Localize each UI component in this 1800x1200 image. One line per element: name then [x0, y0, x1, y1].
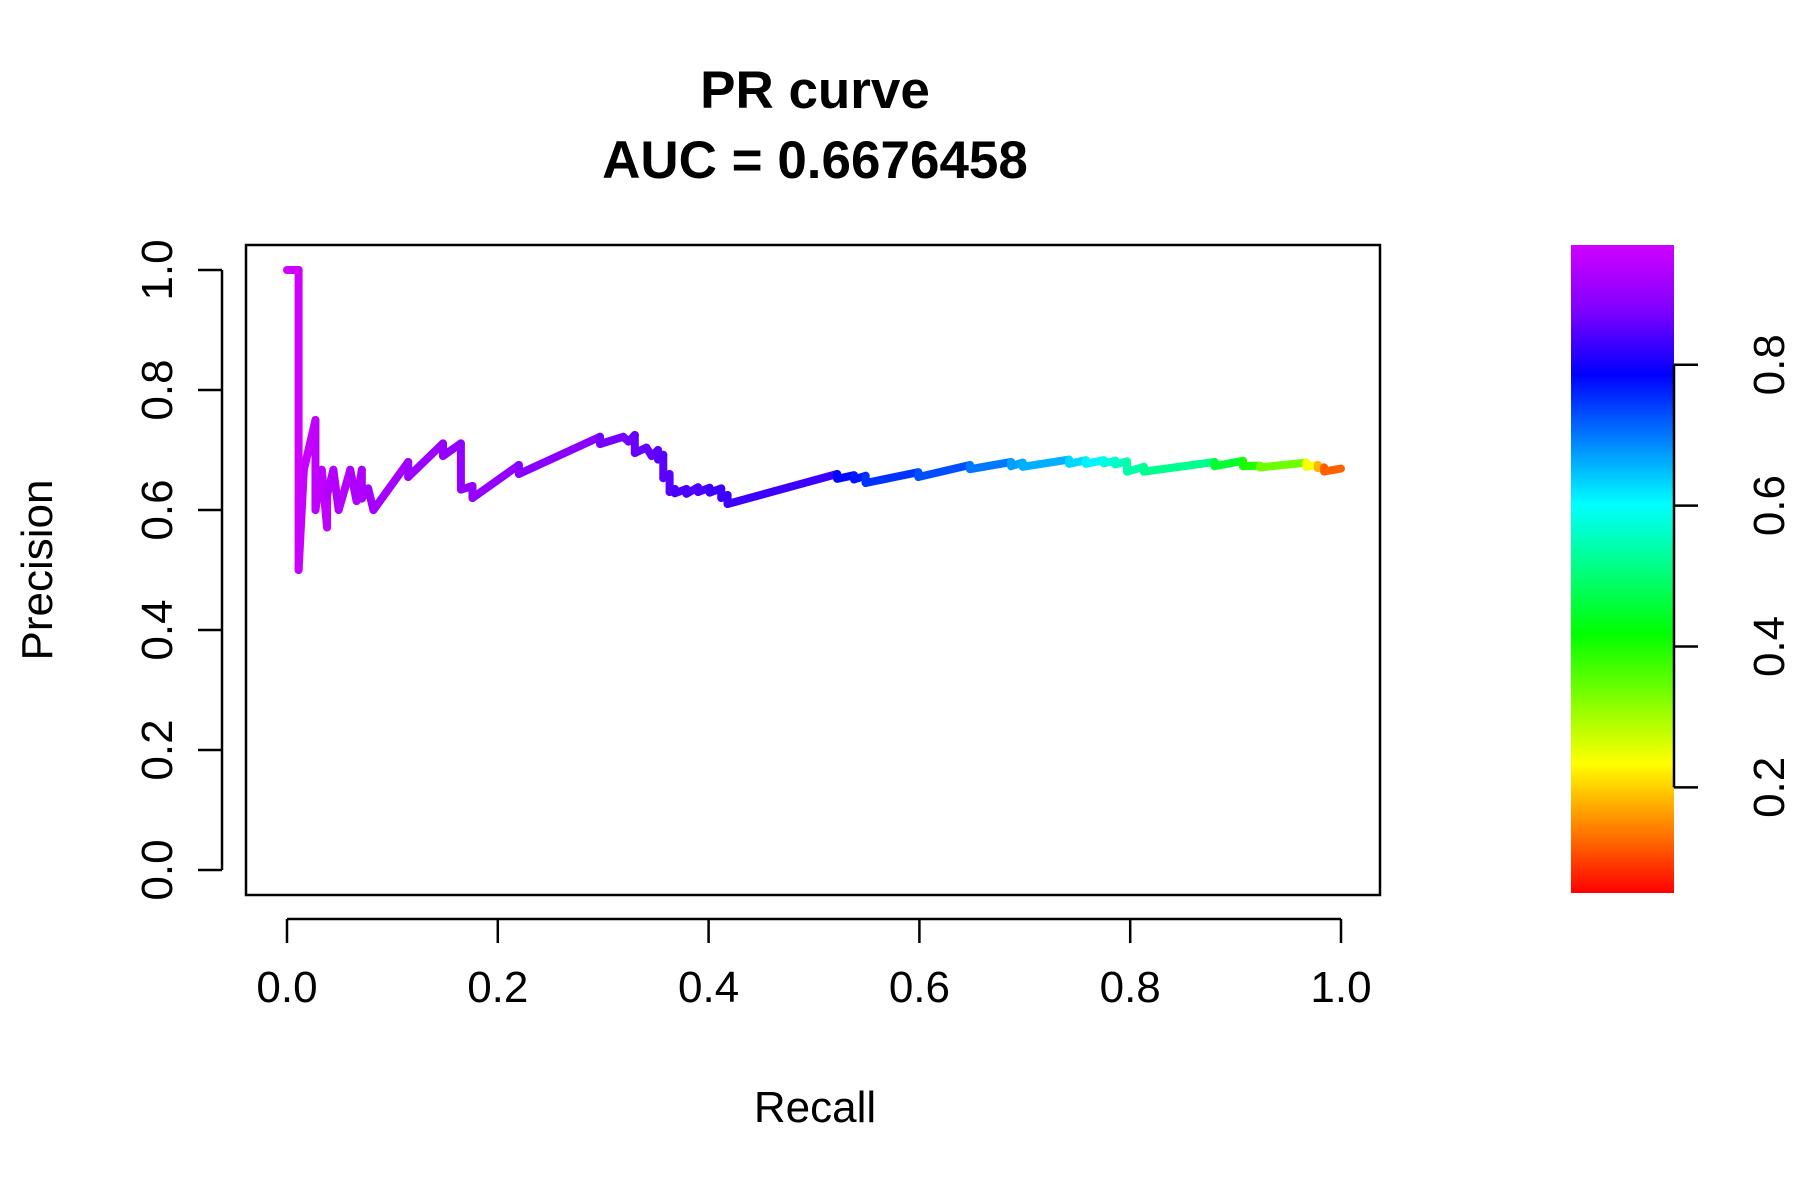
- plot-frame: [244, 243, 1382, 897]
- curve-segment: [514, 432, 605, 478]
- x-tick-label: 1.0: [1310, 963, 1371, 1012]
- colorbar: 0.2 0.4 0.6 0.8: [1571, 245, 1794, 893]
- colorbar-tick-label: 0.2: [1745, 757, 1794, 818]
- curve-segment: [723, 470, 842, 508]
- curve-segment: [1320, 464, 1345, 476]
- x-tick-label: 0.2: [467, 963, 528, 1012]
- colorbar-tick-label: 0.6: [1745, 475, 1794, 536]
- curve-segment: [1018, 455, 1074, 471]
- curve-segment: [1210, 456, 1247, 471]
- curve-segment: [404, 439, 447, 481]
- curve-segment: [468, 461, 523, 502]
- chart-title: PR curve: [700, 61, 930, 120]
- y-axis: 0.0 0.2 0.4 0.6 0.8 1.0: [133, 239, 224, 901]
- y-tick-label: 0.4: [133, 599, 182, 660]
- pr-curve: [283, 266, 1345, 574]
- x-tick-label: 0.4: [678, 963, 739, 1012]
- x-tick-label: 0.0: [256, 963, 317, 1012]
- x-tick-label: 0.8: [1100, 963, 1161, 1012]
- x-tick-label: 0.6: [889, 963, 950, 1012]
- x-axis-label: Recall: [754, 1083, 876, 1132]
- curve-segment: [861, 468, 923, 487]
- y-tick-label: 0.2: [133, 719, 182, 780]
- y-tick-label: 0.0: [133, 839, 182, 900]
- y-tick-label: 1.0: [133, 239, 182, 300]
- colorbar-gradient: [1571, 245, 1674, 893]
- y-axis-label: Precision: [13, 480, 62, 661]
- colorbar-tick-label: 0.8: [1745, 334, 1794, 395]
- x-axis: 0.0 0.2 0.4 0.6 0.8 1.0: [256, 917, 1372, 1012]
- curve-segment: [1139, 458, 1219, 476]
- curve-segment: [1255, 458, 1311, 472]
- curve-segment: [294, 465, 308, 574]
- curve-segment: [596, 432, 628, 448]
- y-tick-label: 0.6: [133, 479, 182, 540]
- y-tick-label: 0.8: [133, 359, 182, 420]
- curve-segment: [914, 461, 974, 481]
- colorbar-tick-label: 0.4: [1745, 616, 1794, 677]
- curve-segment: [965, 458, 1016, 474]
- curve-segment: [369, 458, 413, 514]
- chart-subtitle: AUC = 0.6676458: [602, 131, 1028, 190]
